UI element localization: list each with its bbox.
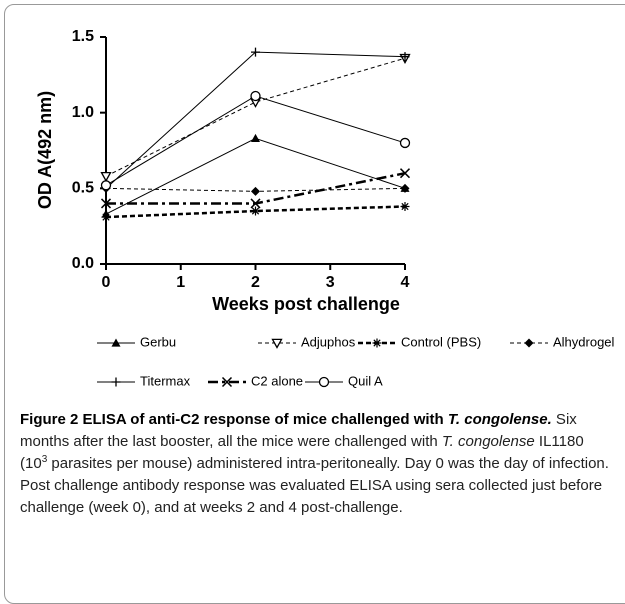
legend-label: Titermax [140, 373, 191, 388]
legend-label: Gerbu [140, 334, 176, 349]
legend-label: Quil A [348, 373, 383, 388]
marker [251, 133, 260, 142]
marker [250, 90, 261, 102]
legend-marker [372, 338, 382, 348]
y-tick-label: 1.5 [72, 28, 94, 45]
caption-text: IL1180 (10 [20, 433, 584, 472]
legend-item: Quil A [305, 373, 383, 388]
legend-marker [221, 376, 233, 388]
legend-label: Control (PBS) [401, 334, 481, 349]
y-tick-label: 1.0 [72, 104, 94, 121]
legend-item: Adjuphos [258, 334, 356, 349]
marker [399, 168, 411, 179]
x-tick-label: 4 [401, 274, 410, 291]
chart: Weeks post challenge OD A(492 nm) 0.0 0.5… [35, 28, 615, 388]
legend-item: Gerbu [97, 334, 176, 349]
legend-label: Alhydrogel [553, 334, 615, 349]
caption-title: Figure 2 ELISA of anti-C2 response of mi… [20, 411, 448, 428]
legend-item: Titermax [97, 373, 191, 388]
figure-caption: Figure 2 ELISA of anti-C2 response of mi… [20, 409, 615, 519]
marker [100, 171, 112, 183]
y-tick-label: 0.5 [72, 180, 94, 197]
legend-item: Alhydrogel [510, 334, 615, 349]
marker [100, 198, 112, 209]
marker [251, 47, 260, 57]
legend-marker [318, 376, 330, 388]
caption-superscript: 3 [41, 454, 48, 465]
marker [101, 212, 111, 222]
y-tick-label: 0.0 [72, 255, 94, 272]
caption-text: parasites per mouse) administered intra-… [20, 455, 609, 516]
marker [400, 183, 410, 193]
caption-title-species: T. congolense. [447, 411, 552, 428]
y-axis-label: OD A(492 nm) [35, 91, 55, 209]
marker [251, 206, 260, 216]
legend-marker [524, 338, 534, 348]
x-axis-label: Weeks post challenge [212, 294, 400, 314]
legend-label: C2 alone [251, 373, 303, 388]
series-line [105, 51, 406, 189]
legend-marker [111, 338, 121, 347]
marker [100, 180, 112, 191]
x-tick-label: 0 [102, 274, 111, 291]
marker [400, 52, 410, 62]
legend-item: Control (PBS) [358, 334, 481, 349]
legend-item: C2 alone [208, 373, 303, 388]
marker [251, 186, 260, 196]
marker [250, 198, 261, 209]
legend-label: Adjuphos [301, 334, 356, 349]
series-line [105, 205, 406, 219]
caption-species: T. congolense [441, 433, 535, 450]
x-tick-label: 1 [176, 274, 185, 291]
caption-text: Six months after the last booster, all t… [20, 411, 577, 450]
legend-marker [271, 338, 283, 349]
marker [399, 137, 411, 149]
legend-marker [111, 377, 121, 387]
x-tick-label: 2 [251, 274, 260, 291]
x-tick-label: 3 [326, 274, 335, 291]
marker [400, 201, 410, 211]
